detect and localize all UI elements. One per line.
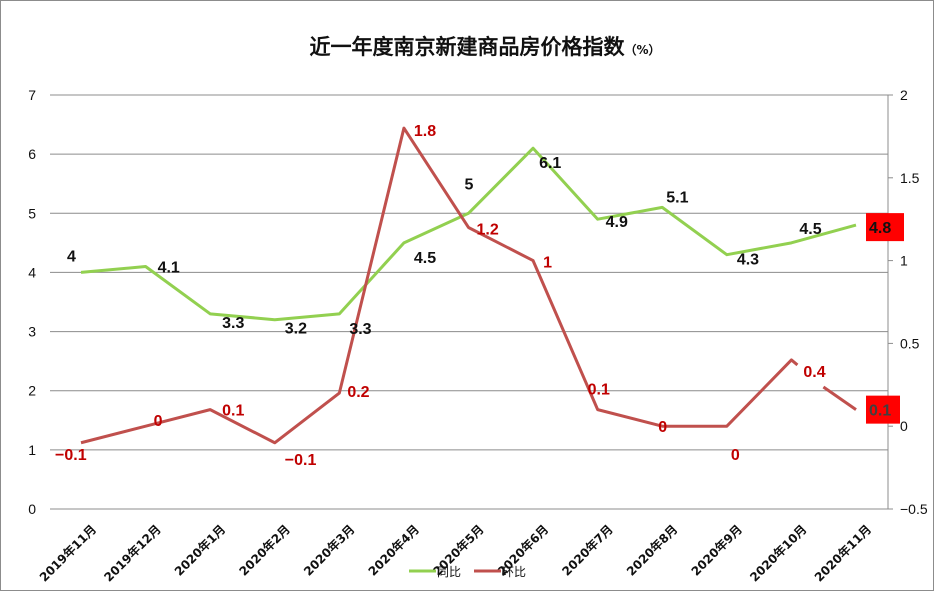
right-tick-label: 0.5 xyxy=(900,335,920,351)
mom-data-label: 0.1 xyxy=(222,403,244,420)
x-tick-label: 2019年11月 xyxy=(36,522,99,585)
mom-data-label: 1.8 xyxy=(414,123,436,140)
x-tick-label: 2020年11月 xyxy=(811,522,874,585)
right-tick-label: 2 xyxy=(900,87,908,103)
x-tick-label: 2020年9月 xyxy=(688,522,745,579)
left-y-axis: 0 1 2 3 4 5 6 7 xyxy=(28,87,36,517)
yoy-data-label: 3.3 xyxy=(349,321,371,338)
left-tick-label: 0 xyxy=(28,501,36,517)
left-tick-label: 4 xyxy=(28,264,36,280)
mom-data-label: 0.4 xyxy=(803,364,825,381)
yoy-data-label: 3.2 xyxy=(285,321,307,338)
yoy-data-label: 5 xyxy=(465,176,474,193)
yoy-data-label: 4.9 xyxy=(606,214,628,231)
left-tick-label: 3 xyxy=(28,324,36,340)
gridlines xyxy=(50,94,888,510)
legend: 同比 环比 xyxy=(409,565,526,579)
legend-mom-label: 环比 xyxy=(502,565,526,579)
x-tick-label: 2020年8月 xyxy=(623,522,680,579)
mom-data-label: 0.1 xyxy=(588,382,610,399)
yoy-data-label: 4 xyxy=(67,248,76,265)
yoy-data-label: 5.1 xyxy=(666,189,688,206)
yoy-data-label: 4.5 xyxy=(414,250,436,267)
highlight-box xyxy=(866,213,904,242)
left-tick-label: 1 xyxy=(28,442,36,458)
mom-data-label: 0 xyxy=(731,447,740,464)
yoy-data-label: 6.1 xyxy=(539,155,561,172)
left-tick-label: 5 xyxy=(28,205,36,221)
highlight-box xyxy=(866,395,900,424)
left-tick-label: 6 xyxy=(28,146,36,162)
yoy-data-label: 4.1 xyxy=(158,260,180,277)
chart-title: 近一年度南京新建商品房价格指数（%） xyxy=(309,35,660,59)
series-mom-line xyxy=(80,126,799,445)
mom-data-label: 0.2 xyxy=(347,384,369,401)
right-tick-label: 0 xyxy=(900,418,908,434)
series-yoy-line xyxy=(80,146,857,322)
mom-data-label: 0 xyxy=(154,413,163,430)
mom-data-label: −0.1 xyxy=(285,452,317,469)
yoy-data-label: 4.5 xyxy=(799,221,821,238)
legend-yoy-label: 同比 xyxy=(437,565,461,579)
yoy-data-label-highlight: 4.8 xyxy=(869,220,891,237)
yoy-data-label: 3.3 xyxy=(222,315,244,332)
left-tick-label: 7 xyxy=(28,87,36,103)
series-lines xyxy=(80,126,857,445)
mom-data-label-highlight: 0.1 xyxy=(869,403,891,420)
data-labels: 4 4.1 3.3 3.2 3.3 4.5 5 6.1 4.9 5.1 4.3 4.5 4.8 −0.1 0… xyxy=(55,123,904,469)
x-tick-label: 2019年12月 xyxy=(101,522,164,585)
x-tick-label: 2020年7月 xyxy=(559,522,616,579)
yoy-data-label: 4.3 xyxy=(737,252,759,269)
mom-data-label: 0 xyxy=(658,419,667,436)
right-tick-label: −0.5 xyxy=(900,501,928,517)
mom-data-label: −0.1 xyxy=(55,447,87,464)
x-tick-label: 2020年3月 xyxy=(300,522,357,579)
x-tick-label: 2020年2月 xyxy=(236,522,293,579)
series-mom-line-end xyxy=(822,385,857,411)
mom-data-label: 1 xyxy=(543,255,552,272)
left-tick-label: 2 xyxy=(28,383,36,399)
x-tick-label: 2020年1月 xyxy=(171,522,228,579)
x-tick-label: 2020年10月 xyxy=(747,522,810,585)
mom-data-label: 1.2 xyxy=(477,221,499,238)
right-tick-label: 1.5 xyxy=(900,170,920,186)
right-tick-label: 1 xyxy=(900,253,908,269)
right-y-axis: −0.5 0 0.5 1 1.5 2 xyxy=(887,87,928,517)
